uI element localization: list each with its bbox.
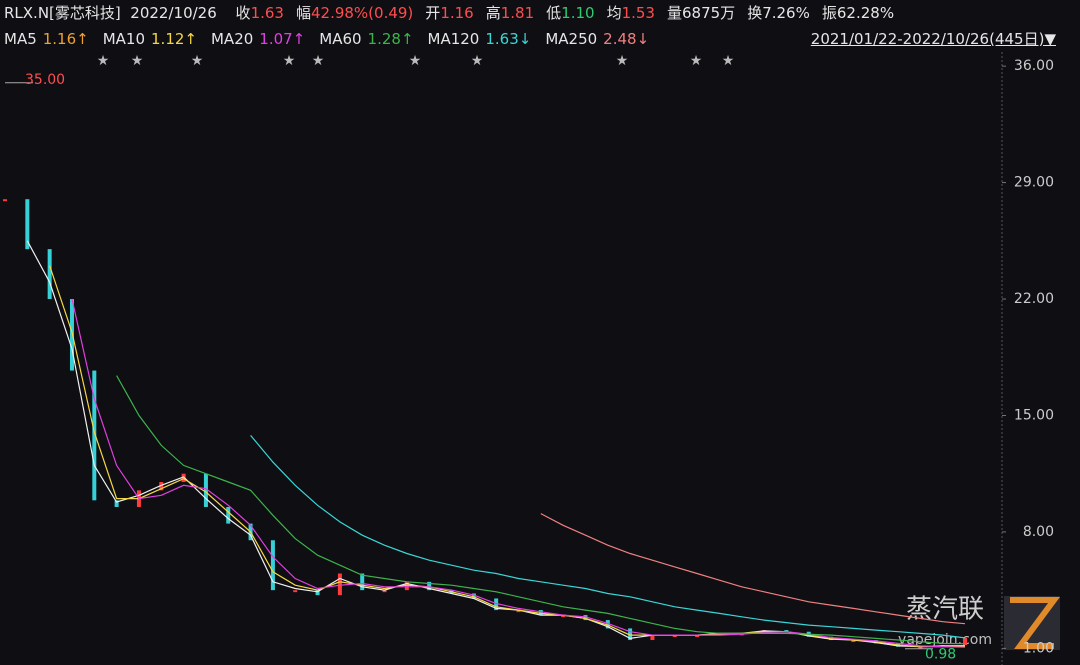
field-value: 62.28% [836, 4, 895, 22]
field-label: 振 [821, 4, 837, 22]
ma-line [49, 265, 966, 648]
ma-name: MA60 [319, 30, 362, 48]
field-label: 低 [546, 4, 562, 22]
candle [270, 540, 275, 591]
candle [583, 615, 588, 621]
ma-line [250, 435, 966, 639]
date: 2022/10/26 [130, 4, 217, 22]
field-label: 收 [235, 4, 251, 22]
y-tick-label: 36.00 [1014, 58, 1054, 74]
candle [538, 610, 543, 616]
field-value: 1.10 [561, 4, 595, 22]
star: ★ [191, 53, 204, 69]
y-tick-label: 15.00 [1014, 407, 1054, 423]
ma-value: 1.16↑ [42, 30, 89, 48]
field-label: 量 [666, 4, 682, 22]
star: ★ [97, 53, 110, 69]
ma-name: MA20 [210, 30, 254, 48]
candle [628, 628, 633, 641]
star: ★ [312, 53, 325, 69]
star: ★ [471, 53, 484, 69]
ma-line [116, 375, 966, 645]
field-label: 换 [747, 4, 763, 22]
field-label: 幅 [295, 4, 311, 22]
ma-name: MA250 [545, 30, 598, 48]
ma-value: 1.07↑ [259, 30, 306, 48]
candle [561, 615, 566, 618]
candle [92, 370, 97, 501]
ma-value: 1.63↓ [485, 30, 532, 48]
ma-value: 1.12↑ [151, 30, 197, 48]
ma-line [71, 298, 966, 648]
candle [293, 590, 298, 593]
ma-name: MA120 [427, 30, 480, 48]
candle [360, 573, 365, 591]
quote-header: RLX.N[雾芯科技] 2022/10/26 收1.63 幅42.98%(0.49… [4, 0, 894, 26]
candle [695, 635, 700, 638]
field-value: 6875万 [682, 4, 736, 22]
y-tick-label: 29.00 [1014, 175, 1054, 191]
field-value: 1.63 [250, 4, 284, 22]
candle [672, 635, 677, 638]
field-label: 高 [485, 4, 501, 22]
candle [337, 573, 342, 596]
ma-value: 1.28↑ [367, 30, 414, 48]
field-value: 1.16 [440, 4, 474, 22]
candle [3, 199, 7, 202]
date-range[interactable]: 2021/01/22-2022/10/26(445日)▼ [810, 30, 1056, 48]
watermark-site: vapejoin.com [898, 632, 992, 648]
ma-value: 2.48↓ [603, 30, 650, 48]
candle [494, 598, 499, 611]
ma-line [26, 240, 966, 648]
candle [226, 506, 231, 524]
annotation-label: 0.98 [925, 647, 956, 663]
field-label: 开 [425, 4, 441, 22]
y-tick-label: 22.00 [1014, 291, 1054, 307]
ma-line [540, 513, 966, 625]
candle [851, 640, 856, 643]
candle [382, 590, 387, 593]
symbol: RLX.N[雾芯科技] [4, 4, 121, 22]
date-range-text[interactable]: 2021/01/22-2022/10/26(445日) [810, 30, 1045, 48]
field-value: 1.53 [621, 4, 655, 22]
candle [25, 199, 30, 250]
field-value: 7.26% [762, 4, 810, 22]
candle [605, 620, 610, 629]
star: ★ [131, 53, 144, 69]
star: ★ [283, 53, 296, 69]
field-value: 42.98%(0.49) [310, 4, 414, 22]
candle [471, 593, 476, 599]
y-tick-label: 8.00 [1023, 524, 1054, 540]
candle [203, 473, 208, 507]
star: ★ [722, 53, 735, 69]
star: ★ [616, 53, 629, 69]
y-tick-label: 1.00 [1023, 640, 1054, 656]
candle [516, 610, 521, 613]
candle [315, 590, 320, 596]
candle [47, 249, 52, 300]
candle [650, 635, 655, 641]
candle [784, 630, 789, 633]
candle [963, 637, 967, 646]
watermark-brand: 蒸汽联 [906, 595, 984, 625]
candle [181, 473, 186, 483]
candle [427, 581, 432, 591]
ma-name: MA5 [4, 30, 37, 48]
candle [159, 482, 164, 491]
annotation-label: 35.00 [25, 72, 65, 88]
candle [404, 581, 409, 591]
ma-legend: MA5 1.16↑ MA10 1.12↑ MA20 1.07↑ MA60 1.28↑ MA120… [4, 26, 649, 52]
field-label: 均 [606, 4, 622, 22]
event-stars: ★ ★ ★ ★ ★ ★ ★ ★ ★ ★ [97, 53, 735, 69]
candle [918, 646, 923, 649]
field-value: 1.81 [500, 4, 535, 22]
star: ★ [690, 53, 703, 69]
watermark-logo-mark [1010, 597, 1060, 649]
candle [114, 500, 119, 507]
ma-name: MA10 [102, 30, 146, 48]
star: ★ [409, 53, 422, 69]
